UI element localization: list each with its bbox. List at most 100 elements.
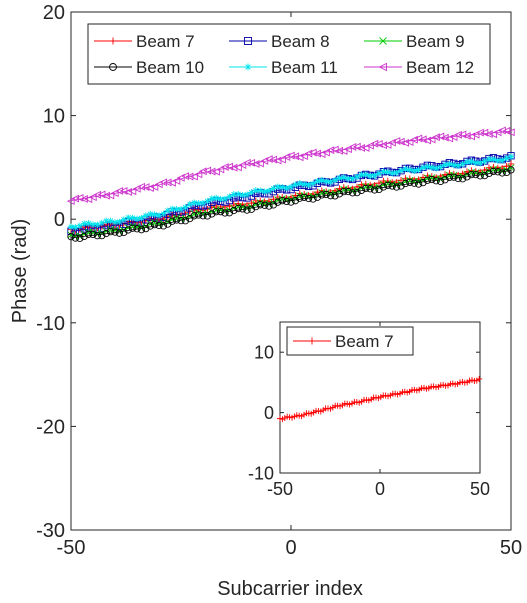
data-point (436, 177, 445, 186)
data-point (115, 187, 124, 195)
data-point (106, 227, 115, 236)
x-tick-label: 50 (500, 537, 522, 559)
data-point (476, 172, 484, 180)
data-point (314, 177, 321, 185)
data-point (463, 158, 471, 166)
y-axis-label: Phase (rad) (9, 219, 31, 324)
main-plot: -50 0 50 -30 -20 -10 0 10 20 Subcarrier index Ph… (9, 2, 522, 600)
data-point (129, 214, 136, 221)
data-point (229, 163, 238, 172)
data-point (313, 193, 322, 201)
data-point (326, 192, 335, 200)
data-point (146, 222, 154, 230)
data-point (361, 144, 370, 152)
data-point (335, 190, 344, 198)
data-point (477, 160, 484, 167)
data-point (450, 171, 458, 179)
data-point (349, 175, 356, 183)
y-tick-label: 10 (43, 106, 65, 128)
x-axis-label: Subcarrier index (217, 578, 363, 600)
y-tick-label: 0 (54, 209, 65, 231)
data-point (384, 179, 392, 187)
data-point (67, 233, 75, 241)
data-point (384, 181, 392, 189)
data-point (111, 228, 119, 236)
data-point (102, 229, 110, 238)
data-point (419, 178, 427, 187)
data-point (163, 178, 172, 187)
legend-marker (308, 337, 316, 345)
data-point (507, 166, 515, 174)
data-point (357, 144, 366, 152)
legend-label: Beam 12 (406, 58, 474, 77)
data-point (103, 217, 110, 225)
data-point (507, 160, 515, 168)
data-point (401, 179, 410, 188)
data-point (230, 206, 238, 215)
data-point (199, 199, 207, 207)
data-point (415, 166, 422, 174)
legend-entry-beam-11: Beam 11 (229, 58, 338, 77)
data-point (287, 183, 295, 191)
data-point (172, 216, 181, 224)
data-point (437, 163, 444, 171)
data-point (405, 138, 414, 147)
legend-label: Beam 11 (271, 58, 338, 77)
data-point (296, 194, 304, 202)
data-point (458, 175, 467, 183)
data-point (98, 231, 106, 240)
data-point (353, 173, 361, 181)
data-point (322, 190, 330, 199)
data-point (80, 232, 88, 241)
data-point (242, 158, 251, 167)
data-point (277, 155, 286, 164)
data-point (428, 175, 436, 184)
legend-marker (109, 63, 117, 71)
data-point (72, 224, 79, 231)
data-point (84, 230, 93, 238)
data-point (507, 153, 515, 160)
data-point (327, 178, 334, 186)
data-point (493, 128, 502, 137)
data-point (85, 220, 92, 227)
data-point (484, 130, 493, 139)
data-point (154, 180, 163, 189)
data-point (225, 209, 234, 217)
data-point (164, 207, 171, 214)
data-point (248, 189, 255, 196)
data-point (343, 145, 352, 154)
data-point (208, 195, 215, 202)
data-point (480, 172, 489, 180)
data-point (238, 205, 247, 213)
data-point (362, 184, 370, 193)
data-point (124, 226, 132, 234)
data-point (423, 176, 432, 184)
series-beam-11 (67, 153, 515, 231)
data-point (463, 173, 471, 181)
legend-entry-beam-12: Beam 12 (364, 58, 474, 77)
data-point (485, 155, 493, 163)
data-point (497, 126, 506, 135)
data-point (89, 221, 97, 228)
data-point (340, 187, 348, 196)
data-point (101, 191, 110, 200)
data-point (88, 193, 97, 202)
data-point (93, 232, 102, 240)
data-point (173, 205, 180, 213)
data-point (137, 224, 145, 232)
series-beam-7 (277, 375, 483, 423)
data-point (217, 195, 224, 203)
data-point (433, 165, 440, 172)
data-point (494, 168, 502, 176)
data-point (362, 171, 369, 178)
legend-entry-beam-7: Beam 7 (293, 332, 394, 351)
data-point (428, 164, 435, 171)
data-point (397, 167, 405, 174)
data-point (375, 179, 383, 187)
data-point (468, 158, 475, 165)
data-point (454, 174, 462, 183)
data-point (264, 155, 273, 164)
data-point (357, 186, 366, 195)
legend-marker (244, 63, 252, 71)
legend-label: Beam 7 (335, 332, 394, 351)
